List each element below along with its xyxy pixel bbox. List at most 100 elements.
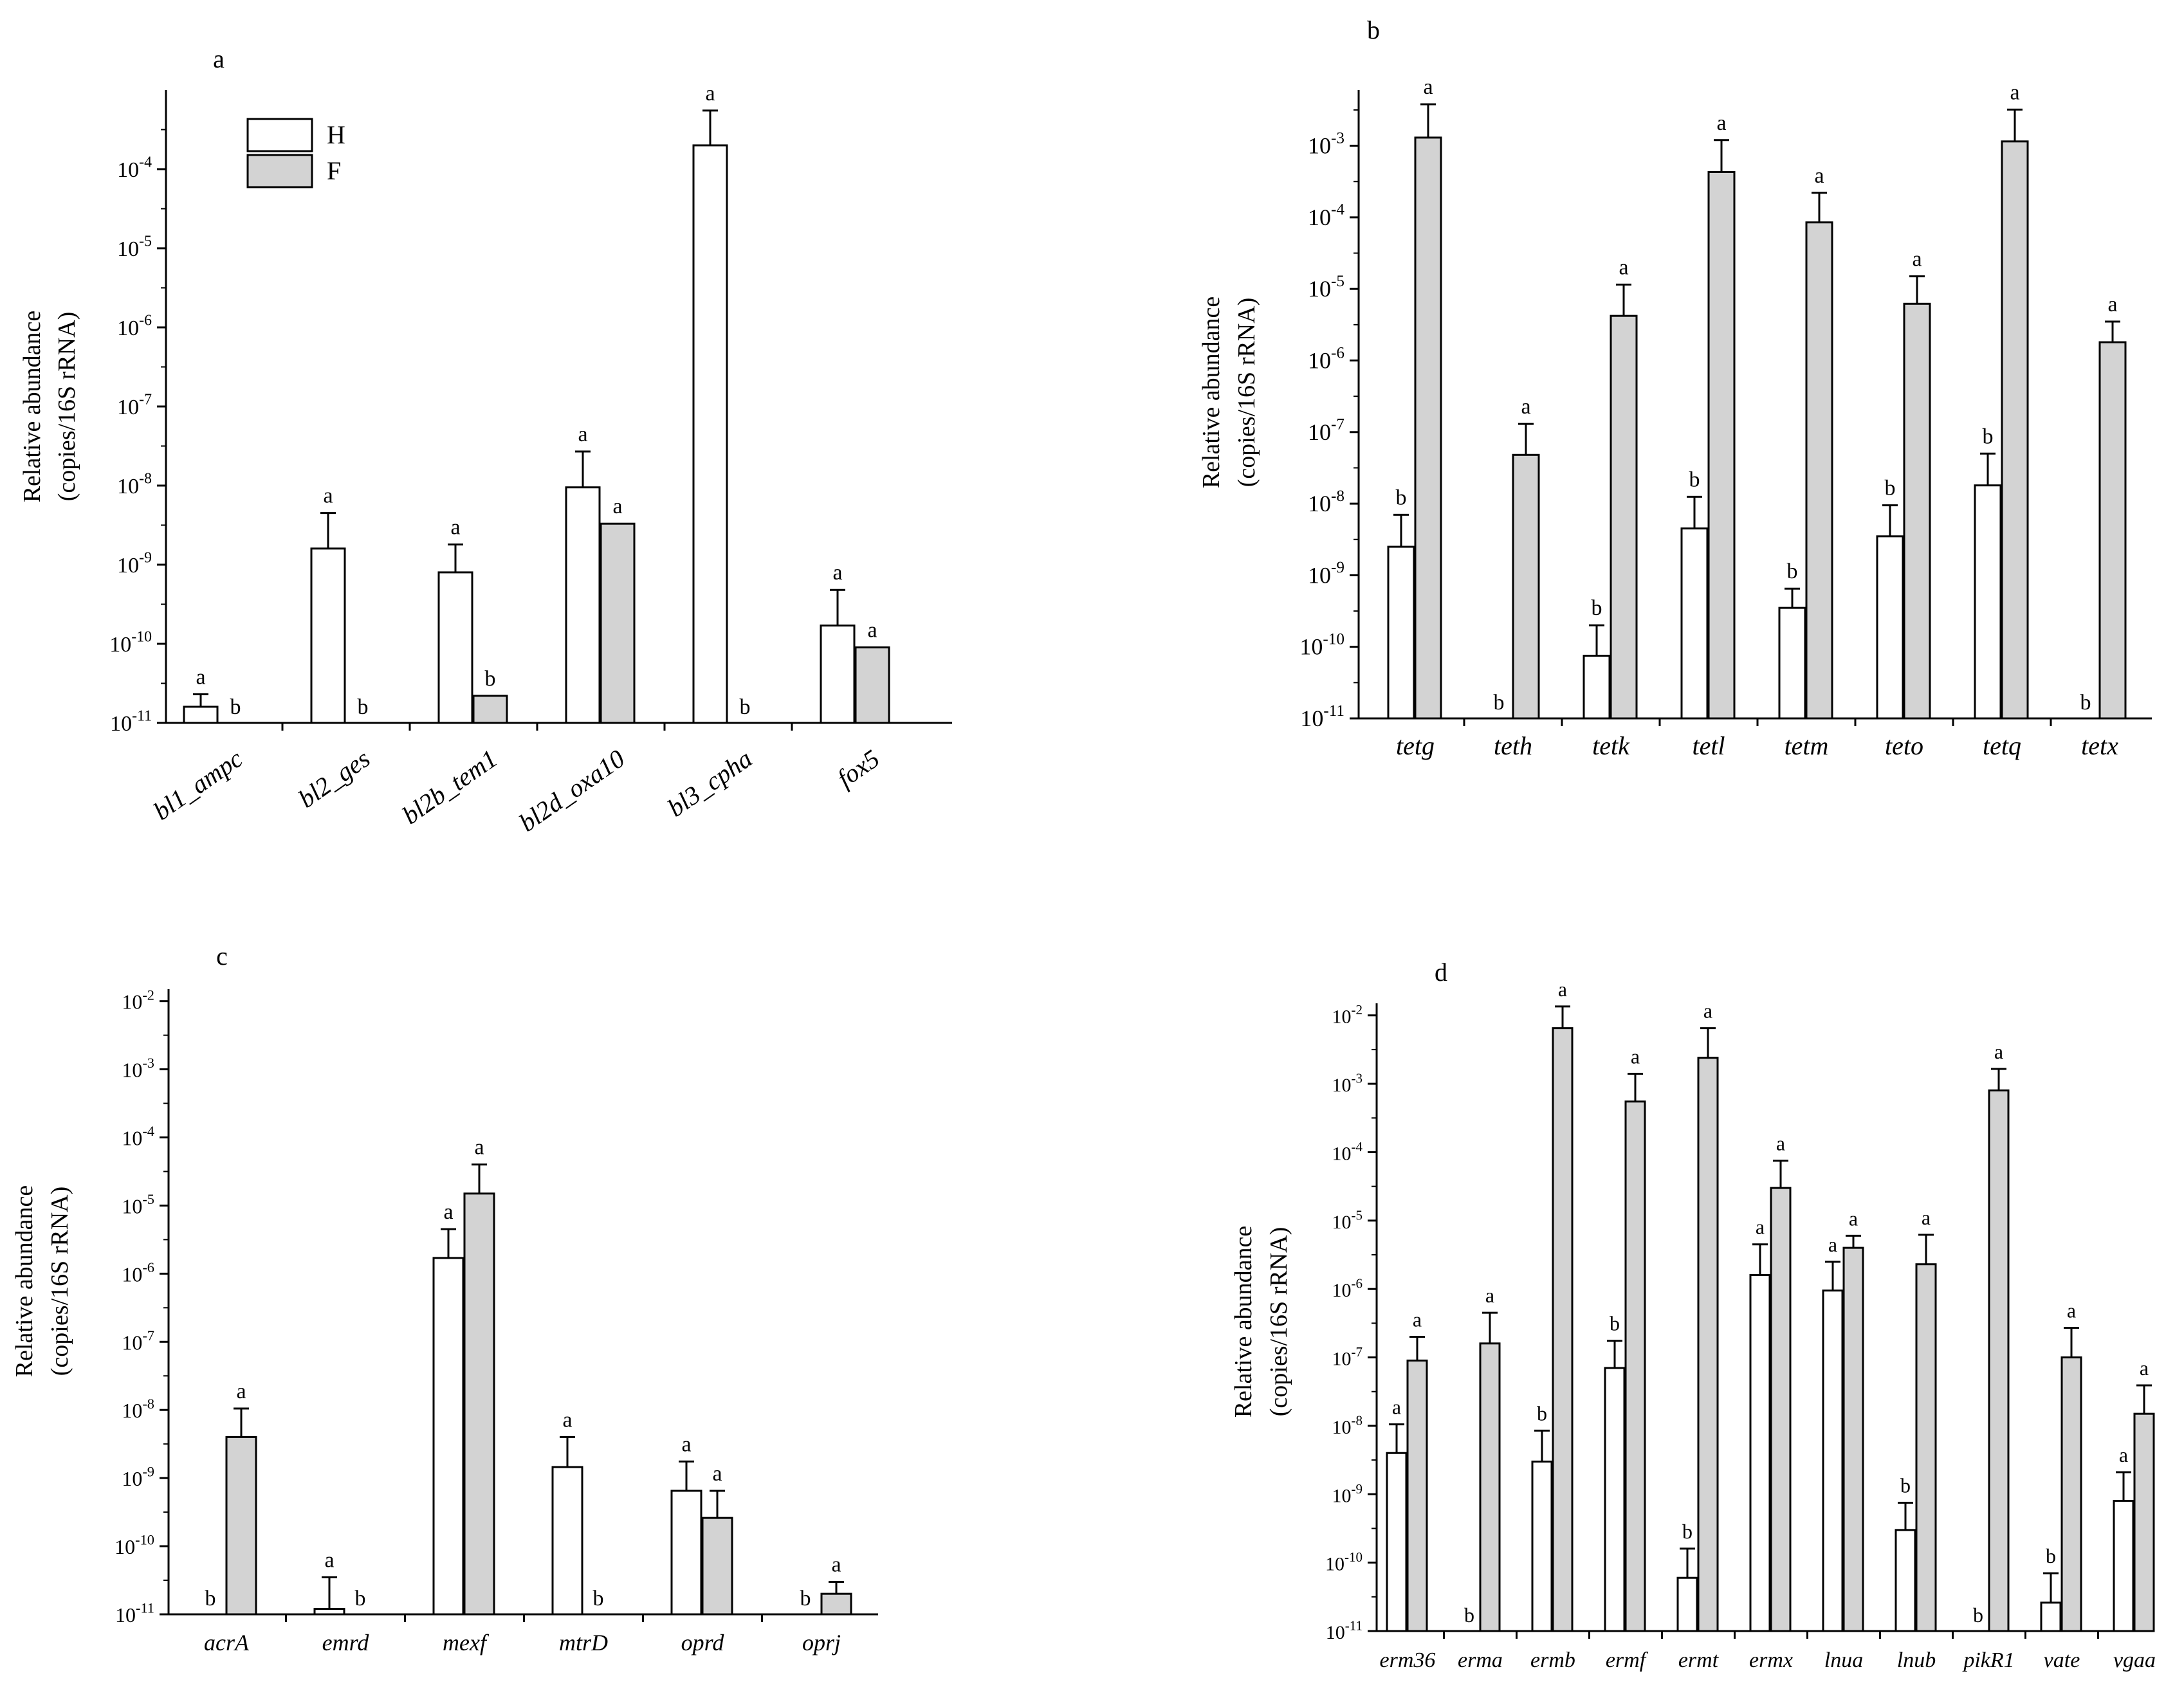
- y-tick-label: 10-8: [1308, 488, 1344, 516]
- category-label: ermf: [1606, 1648, 1649, 1672]
- significance-letter: a: [450, 516, 460, 540]
- significance-letter: a: [1716, 111, 1726, 135]
- significance-letter: a: [1814, 164, 1824, 188]
- category-label: tetl: [1692, 731, 1725, 760]
- significance-letter: b: [205, 1587, 216, 1610]
- bar-f: [1624, 1100, 1646, 1632]
- category-label: tetm: [1785, 731, 1829, 760]
- bar-f: [701, 1517, 733, 1616]
- bar-f: [1988, 1089, 2010, 1632]
- y-axis-label-units: (copies/16S rRNA): [1233, 298, 1260, 487]
- significance-letter: b: [355, 1587, 366, 1610]
- bar-f: [2001, 140, 2029, 720]
- category-label: fox5: [832, 744, 885, 793]
- y-axis-label: Relative abundance: [11, 1185, 38, 1378]
- category-label: erma: [1458, 1648, 1503, 1672]
- bar-h: [551, 1466, 583, 1616]
- bar-h: [432, 1257, 464, 1616]
- significance-letter: b: [1973, 1603, 1983, 1627]
- bar-f: [2060, 1356, 2082, 1632]
- significance-letter: b: [1464, 1603, 1474, 1627]
- y-tick-label: 10-11: [110, 708, 152, 736]
- significance-letter: b: [230, 695, 241, 719]
- y-tick-label: 10-4: [117, 154, 152, 182]
- y-axis-label-units: (copies/16S rRNA): [46, 1187, 73, 1376]
- significance-letter: b: [1885, 477, 1896, 500]
- significance-letter: b: [593, 1587, 604, 1610]
- bar-h: [1876, 535, 1904, 720]
- y-tick-label: 10-7: [122, 1327, 154, 1354]
- significance-letter: a: [681, 1432, 691, 1456]
- significance-letter: a: [1521, 395, 1530, 419]
- category-label: bl2b_tem1: [397, 744, 502, 830]
- bar-f: [1903, 302, 1931, 720]
- significance-letter: a: [2067, 1299, 2076, 1322]
- bar-h: [1583, 655, 1611, 720]
- y-tick-label: 10-3: [122, 1055, 154, 1081]
- bar-h: [670, 1490, 702, 1616]
- category-label: oprj: [802, 1630, 841, 1655]
- bar-h: [820, 625, 856, 724]
- y-tick-label: 10-10: [109, 629, 152, 657]
- y-tick-label: 10-5: [122, 1191, 154, 1217]
- category-label: bl2d_oxa10: [514, 744, 630, 837]
- bar-f: [1406, 1359, 1428, 1632]
- significance-letter: a: [1423, 75, 1433, 99]
- bar-h: [1386, 1452, 1408, 1632]
- y-tick-label: 10-9: [1332, 1481, 1363, 1507]
- bar-f: [820, 1592, 852, 1616]
- significance-letter: a: [236, 1380, 246, 1403]
- bar-h: [1604, 1367, 1626, 1632]
- significance-letter: a: [323, 484, 333, 508]
- category-label: bl2_ges: [293, 744, 375, 814]
- significance-letter: a: [705, 82, 715, 105]
- legend: HF: [246, 118, 345, 188]
- y-tick-label: 10-2: [122, 987, 154, 1013]
- significance-letter: b: [2046, 1544, 2056, 1567]
- category-label: ermt: [1678, 1648, 1720, 1672]
- y-tick-label: 10-10: [115, 1532, 154, 1558]
- significance-letter: a: [2010, 80, 2019, 104]
- category-label: bl3_cpha: [662, 744, 757, 823]
- y-tick-label: 10-8: [1332, 1412, 1363, 1438]
- category-label: vate: [2044, 1648, 2080, 1672]
- significance-letter: a: [1849, 1207, 1858, 1230]
- category-label: oprd: [681, 1630, 725, 1655]
- panel-a: a 10-11 10-10 10-9 10-8 10-7 10-6 10-5 10-4 Relat…: [19, 44, 952, 837]
- bar-h: [1387, 545, 1415, 720]
- significance-letter: a: [474, 1136, 484, 1160]
- significance-letter: a: [1776, 1132, 1785, 1155]
- significance-letter: a: [612, 495, 622, 518]
- bar-f: [225, 1436, 257, 1616]
- category-label: vgaa: [2113, 1648, 2156, 1672]
- y-tick-label: 10-5: [117, 233, 152, 261]
- category-label: lnub: [1897, 1648, 1936, 1672]
- bar-h: [1778, 606, 1806, 720]
- significance-letter: a: [1485, 1284, 1494, 1307]
- bar-f: [1770, 1187, 1792, 1632]
- significance-letter: b: [1682, 1520, 1693, 1543]
- significance-letter: b: [1592, 596, 1602, 620]
- bar-f: [1479, 1342, 1501, 1632]
- bar-f: [1842, 1246, 1864, 1632]
- panel-label: c: [216, 942, 228, 971]
- legend-label: H: [327, 120, 345, 149]
- bar-f: [1512, 453, 1540, 720]
- bar-h: [1680, 527, 1709, 720]
- y-tick-label: 10-7: [117, 392, 152, 419]
- category-label: tetk: [1592, 731, 1630, 760]
- category-label: lnua: [1824, 1648, 1863, 1672]
- y-tick-label: 10-10: [1299, 631, 1344, 660]
- category-label: tetg: [1396, 731, 1435, 760]
- significance-letter: b: [1900, 1474, 1911, 1497]
- significance-letter: b: [1983, 424, 1994, 448]
- y-tick-label: 10-3: [1332, 1071, 1363, 1097]
- legend-label: F: [327, 156, 341, 185]
- y-tick-label: 10-4: [1308, 201, 1344, 230]
- y-tick-label: 10-5: [1332, 1207, 1363, 1233]
- y-tick-label: 10-7: [1308, 416, 1344, 445]
- significance-letter: a: [831, 1553, 841, 1576]
- panel-c: c 10-11 10-10 10-9 10-8 10-7 10-6 10-5 10-4 10-3 1…: [11, 942, 878, 1655]
- bar-h: [1676, 1576, 1698, 1632]
